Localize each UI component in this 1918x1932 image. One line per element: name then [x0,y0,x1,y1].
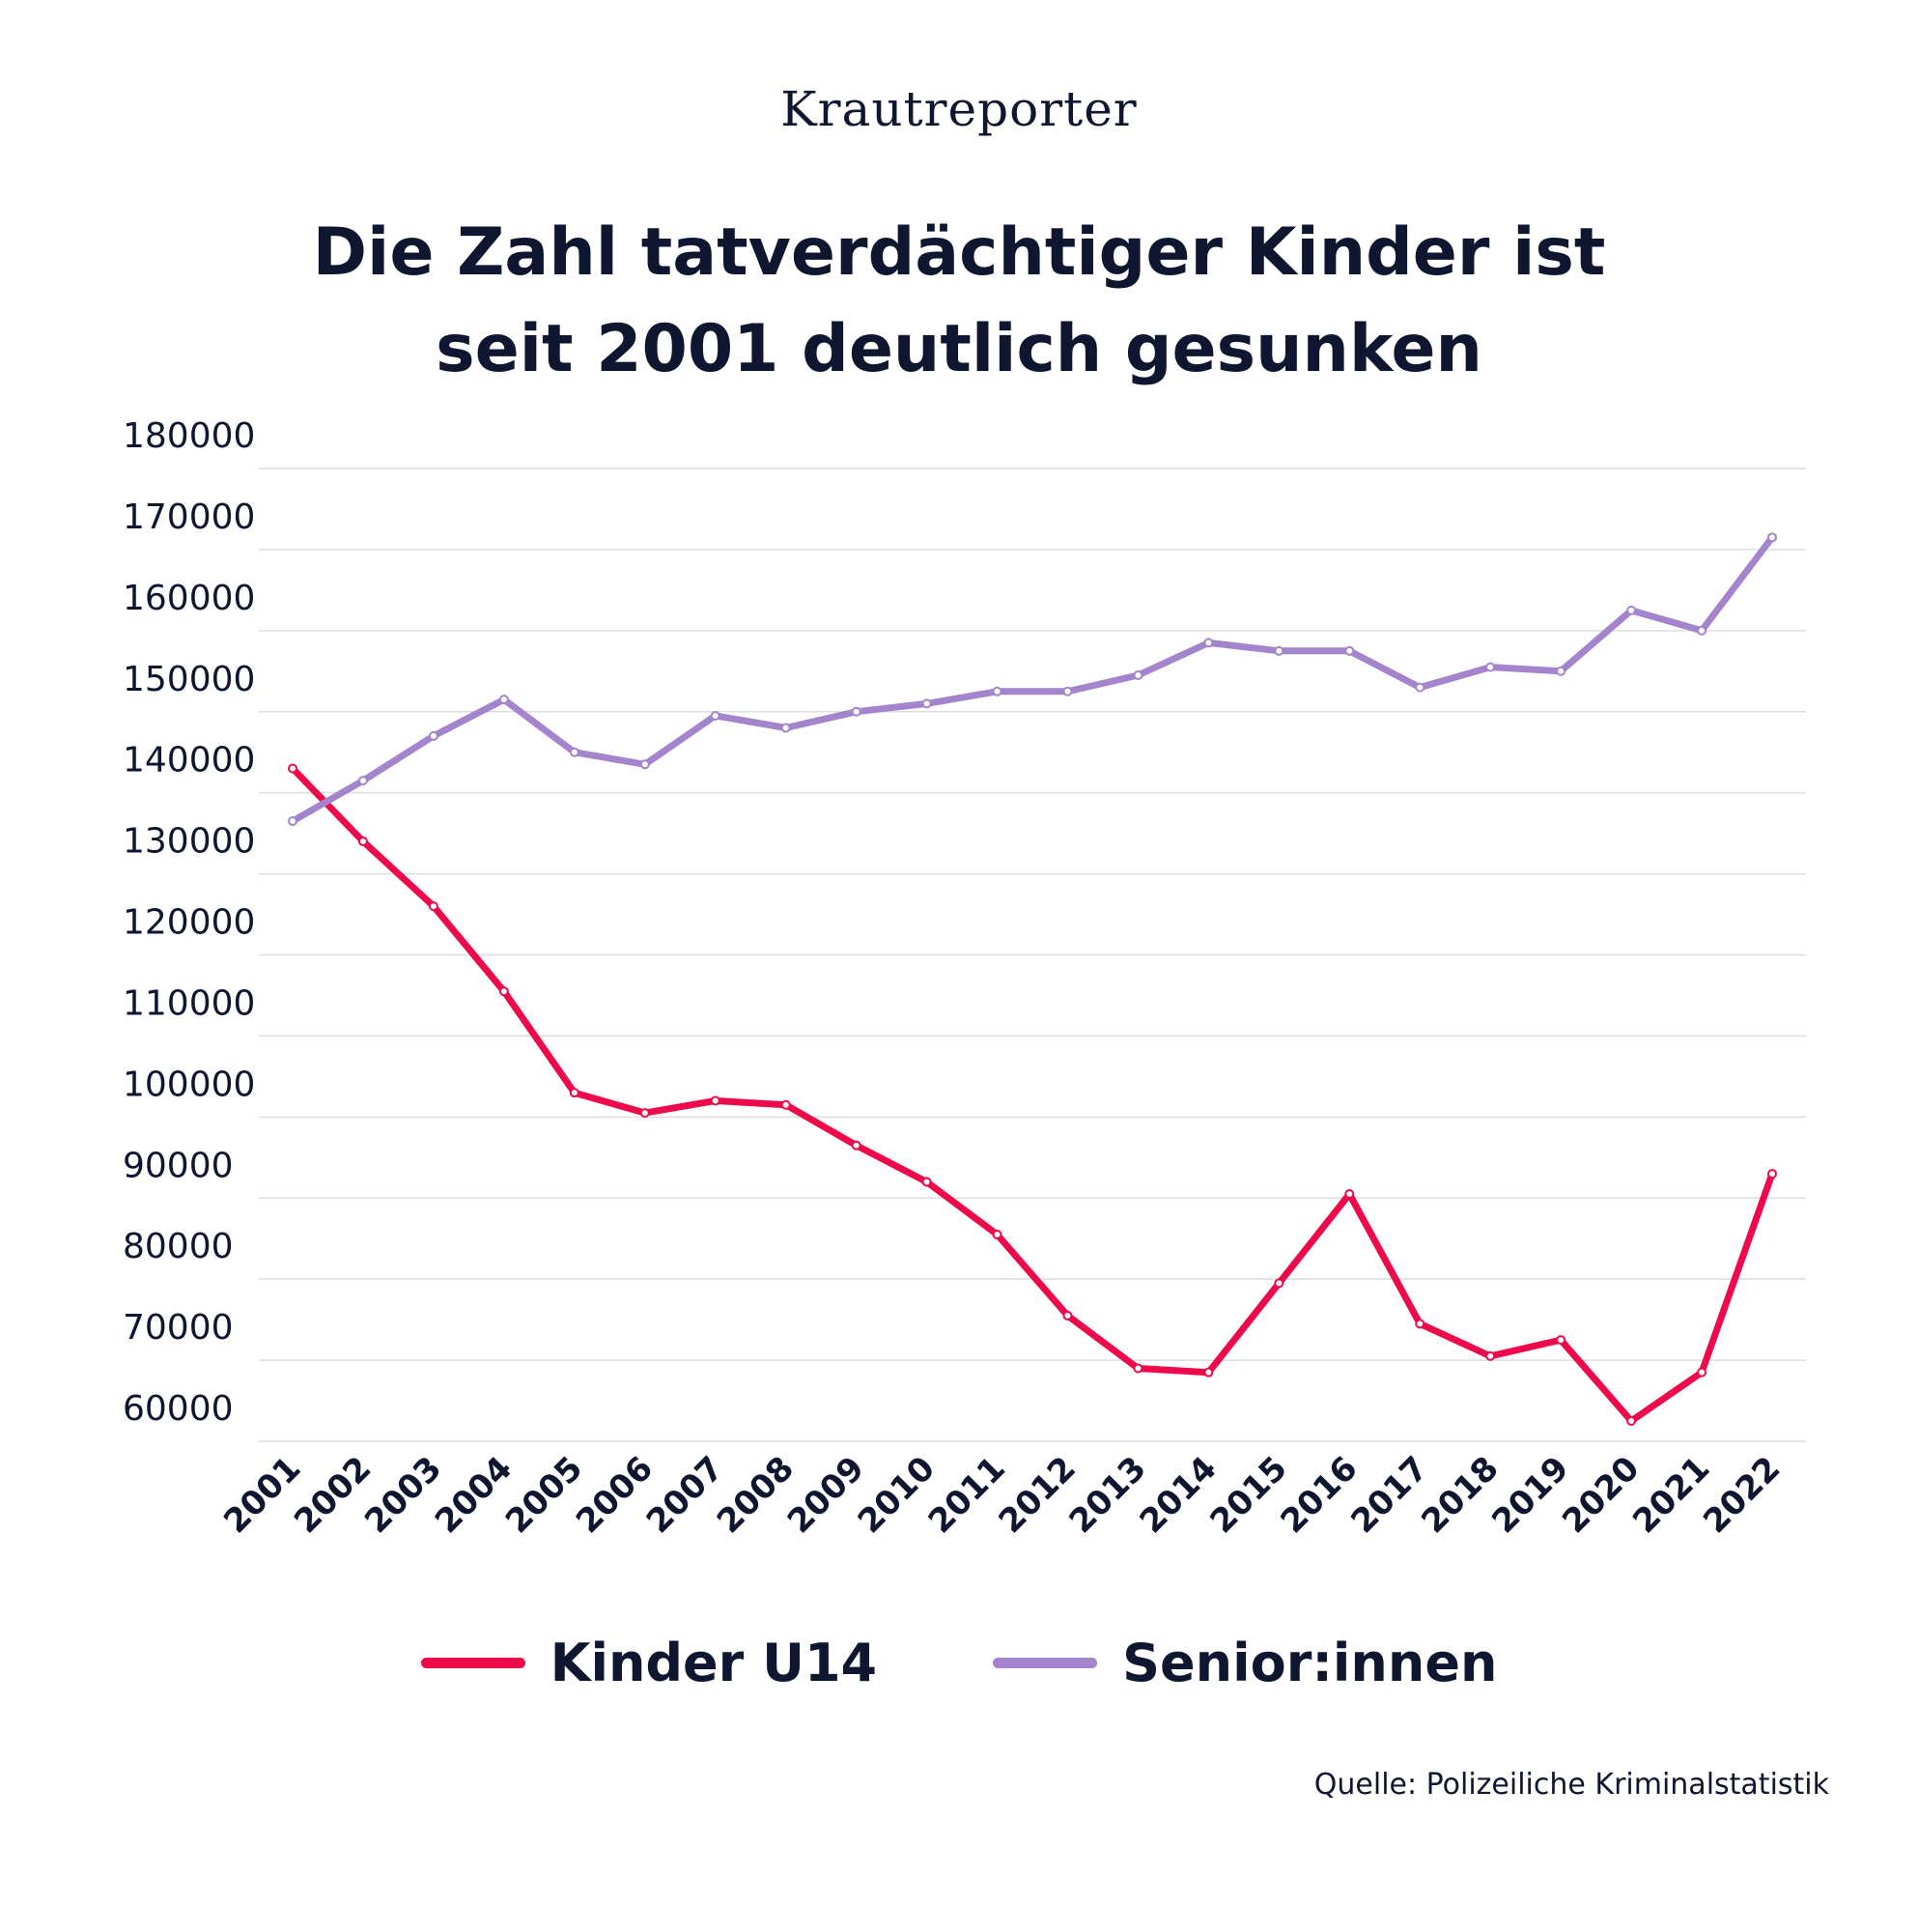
point-kinder-2008 [780,1099,791,1110]
point-kinder-2021 [1697,1367,1707,1378]
x-tick-label-2009: 2009 [780,1449,872,1541]
point-kinder-2015 [1274,1278,1284,1289]
point-kinder-2001 [288,763,297,774]
chart-title-line-2: seit 2001 deutlich gesunken [436,311,1482,387]
y-tick-label-100000: 100000 [123,1065,255,1104]
y-tick-label-120000: 120000 [123,903,255,943]
point-senioren-2014 [1203,638,1214,648]
point-senioren-2021 [1697,625,1707,636]
y-tick-label-110000: 110000 [123,983,255,1023]
x-tick-label-2019: 2019 [1484,1449,1576,1541]
y-tick-label-90000: 90000 [123,1146,234,1185]
x-tick-label-2010: 2010 [851,1449,943,1541]
y-tick-label-160000: 160000 [123,579,255,618]
point-kinder-2018 [1485,1350,1496,1361]
point-senioren-2006 [639,759,650,770]
x-tick-label-2013: 2013 [1062,1449,1154,1541]
x-tick-label-2011: 2011 [921,1449,1013,1541]
series-line-kinder [289,765,1776,1425]
brand-logo: Krautreporter [780,81,1138,137]
legend-swatch-kinder [420,1658,525,1668]
chart-title: Die Zahl tatverdächtiger Kinder ist seit… [0,205,1918,398]
point-kinder-2011 [992,1230,1002,1240]
point-senioren-2018 [1485,662,1496,672]
point-kinder-2014 [1203,1367,1214,1378]
legend-item-kinder: Kinder U14 [420,1633,878,1693]
y-tick-label-180000: 180000 [123,416,255,456]
point-kinder-2022 [1767,1169,1777,1179]
y-tick-label-150000: 150000 [123,660,255,699]
point-senioren-2001 [288,816,297,827]
x-tick-label-2015: 2015 [1202,1449,1294,1541]
x-tick-label-2002: 2002 [287,1449,379,1541]
point-kinder-2002 [357,837,368,847]
legend-item-senioren: Senior:innen [993,1633,1497,1693]
point-kinder-2007 [710,1095,720,1106]
point-kinder-2009 [851,1140,861,1151]
chart-legend: Kinder U14 Senior:innen [0,1633,1918,1693]
x-tick-label-2021: 2021 [1625,1449,1717,1541]
x-tick-label-2020: 2020 [1555,1449,1647,1541]
point-senioren-2007 [710,710,720,721]
point-kinder-2006 [639,1108,650,1119]
point-senioren-2013 [1133,669,1143,680]
point-kinder-2003 [428,901,438,912]
point-kinder-2017 [1415,1319,1425,1329]
legend-label-kinder: Kinder U14 [550,1633,878,1693]
point-kinder-2020 [1626,1416,1637,1427]
point-senioren-2015 [1274,645,1284,656]
y-tick-label-140000: 140000 [123,741,255,781]
legend-label-senioren: Senior:innen [1122,1633,1498,1693]
x-tick-label-2012: 2012 [992,1449,1084,1541]
point-kinder-2005 [569,1088,579,1098]
chart-title-line-1: Die Zahl tatverdächtiger Kinder ist [312,214,1606,291]
x-tick-label-2014: 2014 [1133,1449,1225,1541]
point-kinder-2019 [1556,1335,1566,1346]
point-senioren-2010 [921,698,932,709]
source-note: Quelle: Polizeiliche Kriminalstatistik [1313,1768,1829,1802]
point-kinder-2010 [921,1177,932,1187]
point-senioren-2022 [1767,532,1777,543]
point-senioren-2009 [851,706,861,717]
point-senioren-2016 [1344,645,1355,656]
point-senioren-2004 [498,695,509,705]
y-tick-label-80000: 80000 [123,1227,234,1266]
x-tick-label-2004: 2004 [428,1449,520,1541]
x-tick-label-2007: 2007 [639,1449,731,1541]
point-kinder-2016 [1344,1189,1355,1200]
x-tick-label-2008: 2008 [710,1449,802,1541]
y-tick-label-70000: 70000 [123,1308,234,1348]
legend-swatch-senioren [993,1658,1098,1668]
point-senioren-2005 [569,747,579,757]
point-senioren-2008 [780,723,791,733]
y-tick-label-130000: 130000 [123,822,255,862]
x-tick-label-2016: 2016 [1273,1449,1365,1541]
line-chart: 180000 170000 160000 150000 140000 130000 1200… [123,416,1806,1541]
x-tick-label-2003: 2003 [357,1449,449,1541]
point-senioren-2002 [357,776,368,786]
point-senioren-2011 [992,686,1002,696]
point-kinder-2012 [1062,1310,1073,1321]
point-senioren-2019 [1556,666,1566,676]
series-line-senioren [289,533,1776,825]
x-tick-label-2017: 2017 [1343,1449,1435,1541]
point-senioren-2020 [1626,605,1637,615]
x-tick-label-2018: 2018 [1414,1449,1506,1541]
x-tick-label-2006: 2006 [569,1449,661,1541]
y-tick-label-170000: 170000 [123,497,255,537]
point-kinder-2004 [498,986,509,997]
point-senioren-2017 [1415,682,1425,693]
point-senioren-2003 [428,730,438,741]
point-kinder-2013 [1133,1363,1143,1374]
point-senioren-2012 [1062,686,1073,696]
y-tick-label-60000: 60000 [123,1389,234,1429]
x-tick-label-2005: 2005 [498,1449,590,1541]
x-tick-label-2001: 2001 [216,1449,308,1541]
x-tick-label-2022: 2022 [1696,1449,1788,1541]
